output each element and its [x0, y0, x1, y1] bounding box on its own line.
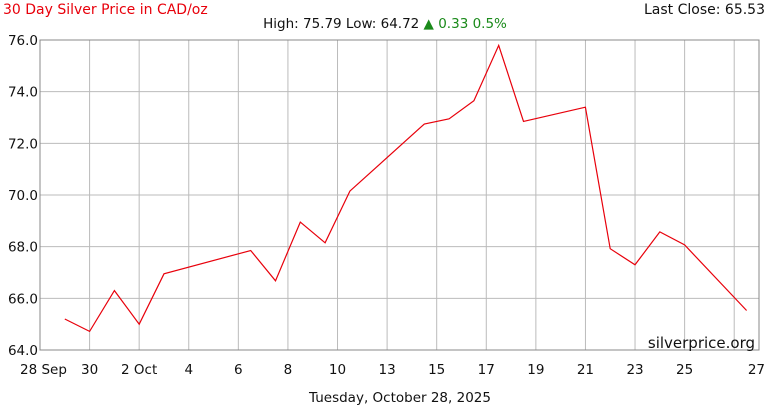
x-tick-label: 28 Sep	[20, 362, 67, 378]
y-tick-label: 64.0	[8, 343, 38, 359]
x-tick-label: 10	[329, 362, 346, 378]
y-tick-label: 66.0	[8, 291, 38, 307]
x-tick-label: 8	[284, 362, 293, 378]
watermark: silverprice.org	[648, 334, 755, 352]
x-tick-label: 2 Oct	[121, 362, 157, 378]
x-tick-label: 27	[748, 362, 765, 378]
x-tick-label: 6	[234, 362, 243, 378]
x-tick-label: 25	[676, 362, 693, 378]
chart-title: 30 Day Silver Price in CAD/oz	[3, 2, 208, 18]
x-tick-label: 30	[81, 362, 98, 378]
last-close: Last Close: 65.53	[644, 2, 765, 18]
x-tick-label: 13	[379, 362, 396, 378]
price-line	[64, 43, 748, 333]
x-tick-label: 15	[428, 362, 445, 378]
x-tick-label: 23	[626, 362, 643, 378]
y-tick-label: 68.0	[8, 240, 38, 256]
x-tick-label: 4	[184, 362, 193, 378]
high-low: High: 75.79 Low: 64.72	[263, 16, 420, 32]
plot-frame	[39, 39, 760, 351]
chart-date: Tuesday, October 28, 2025	[309, 390, 491, 406]
y-tick-label: 74.0	[8, 85, 38, 101]
y-tick-label: 72.0	[8, 136, 38, 152]
price-change: ▲ 0.33 0.5%	[423, 16, 507, 32]
x-axis-ticks: 28 Sep 30 2 Oct 4 6 8 10 13 15 17 19 21 23 25 27	[20, 362, 765, 378]
x-tick-label: 17	[478, 362, 495, 378]
gridlines	[39, 39, 759, 351]
x-tick-label: 21	[577, 362, 594, 378]
y-tick-label: 76.0	[8, 33, 38, 49]
y-tick-label: 70.0	[8, 188, 38, 204]
x-tick-label: 19	[527, 362, 544, 378]
price-stats: High: 75.79 Low: 64.72 ▲ 0.33 0.5%	[0, 16, 770, 32]
y-axis-ticks: 64.0 66.0 68.0 70.0 72.0 74.0 76.0	[8, 33, 38, 359]
